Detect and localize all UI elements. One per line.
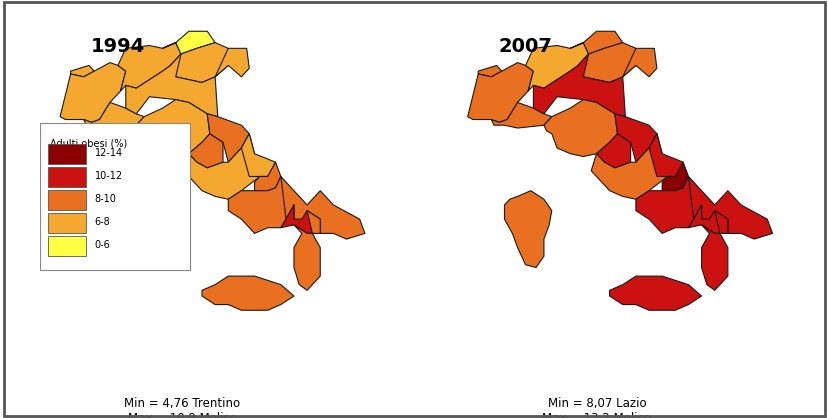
- FancyBboxPatch shape: [40, 123, 190, 270]
- Text: Adulti obesi (%): Adulti obesi (%): [50, 139, 128, 149]
- Text: 12-14: 12-14: [94, 148, 123, 158]
- Text: 2007: 2007: [498, 38, 552, 56]
- Text: Min = 8,07 Lazio
Max = 13,2 Molise: Min = 8,07 Lazio Max = 13,2 Molise: [542, 397, 651, 418]
- Text: Min = 4,76 Trentino
Max = 10,9 Molise: Min = 4,76 Trentino Max = 10,9 Molise: [124, 397, 240, 418]
- FancyBboxPatch shape: [48, 144, 86, 163]
- FancyBboxPatch shape: [48, 190, 86, 210]
- Text: 10-12: 10-12: [94, 171, 123, 181]
- FancyBboxPatch shape: [48, 213, 86, 233]
- Text: 8-10: 8-10: [94, 194, 116, 204]
- Text: 1994: 1994: [91, 38, 145, 56]
- FancyBboxPatch shape: [48, 237, 86, 256]
- Text: 0-6: 0-6: [94, 240, 110, 250]
- Text: Adulti obesi (%): Adulti obesi (%): [46, 123, 124, 133]
- Text: 6-8: 6-8: [94, 217, 110, 227]
- FancyBboxPatch shape: [48, 167, 86, 187]
